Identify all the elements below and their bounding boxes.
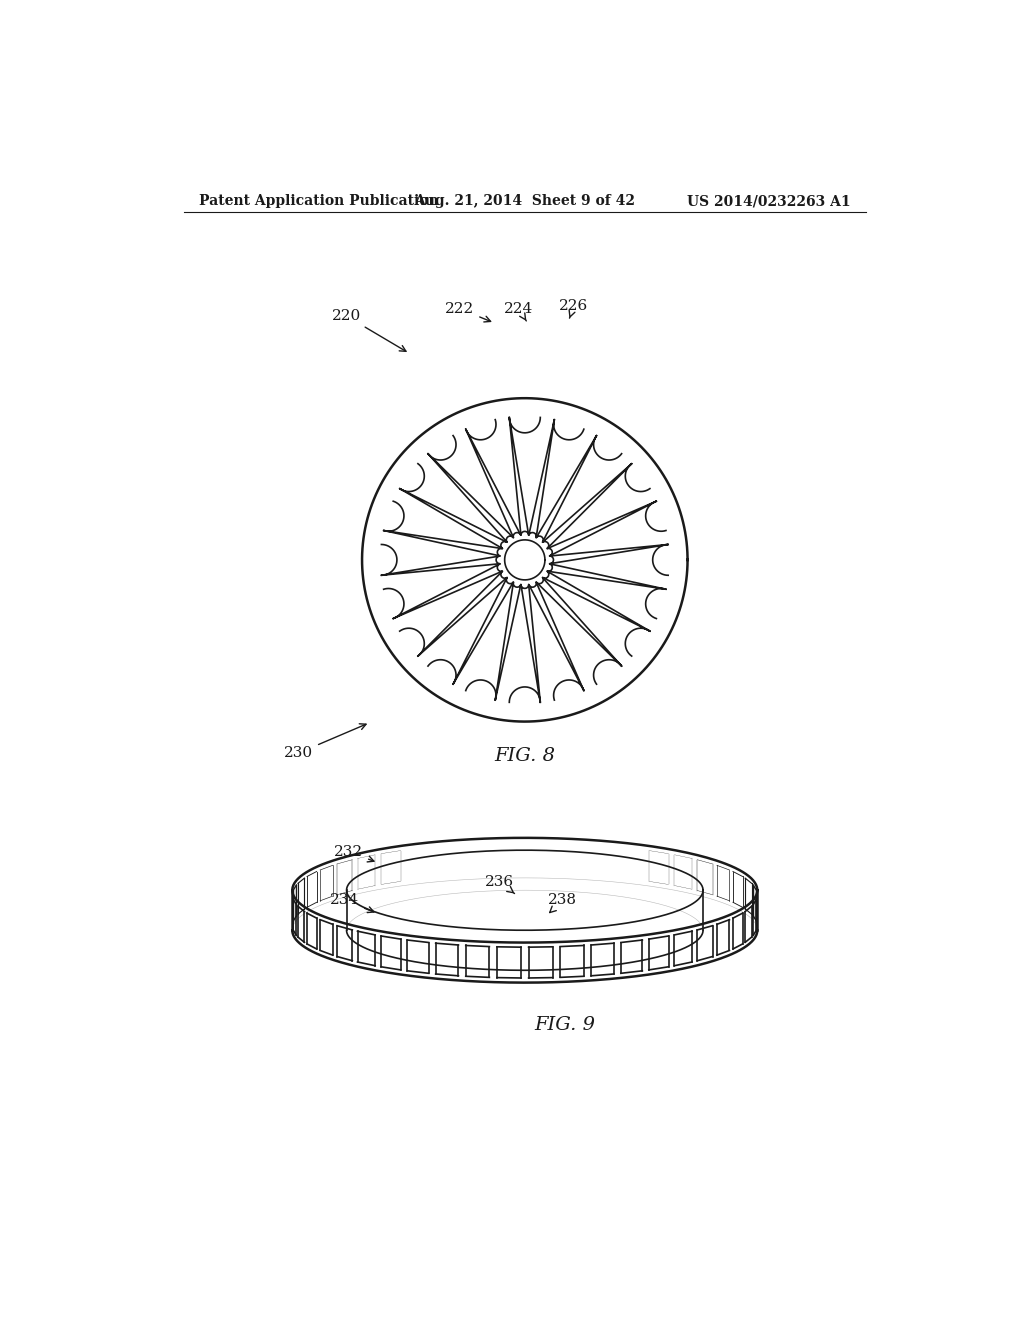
Text: 220: 220 — [332, 309, 406, 351]
Text: 232: 232 — [334, 845, 374, 862]
Text: Patent Application Publication: Patent Application Publication — [200, 194, 439, 209]
Text: US 2014/0232263 A1: US 2014/0232263 A1 — [686, 194, 850, 209]
Text: FIG. 9: FIG. 9 — [534, 1016, 595, 1034]
Text: 236: 236 — [484, 875, 514, 894]
Text: 222: 222 — [445, 302, 490, 322]
Text: 238: 238 — [549, 894, 578, 912]
Text: Aug. 21, 2014  Sheet 9 of 42: Aug. 21, 2014 Sheet 9 of 42 — [415, 194, 635, 209]
Text: 234: 234 — [330, 894, 374, 912]
Text: FIG. 8: FIG. 8 — [495, 747, 555, 766]
Text: 224: 224 — [504, 302, 534, 321]
Text: 226: 226 — [559, 298, 589, 318]
Text: 230: 230 — [284, 723, 366, 760]
